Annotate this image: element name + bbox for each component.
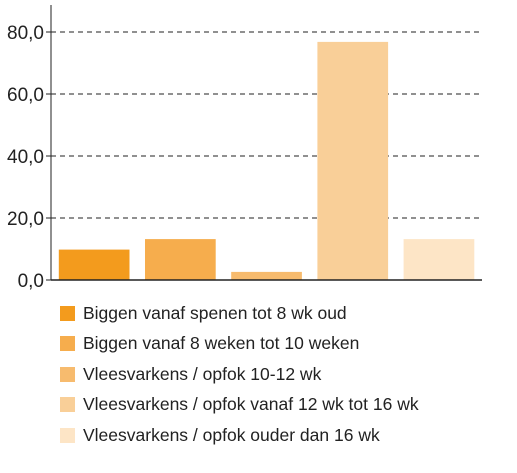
legend-label: Biggen vanaf spenen tot 8 wk oud [83, 302, 347, 323]
bar-3 [231, 271, 302, 280]
legend-item: Vleesvarkens / opfok 10-12 wk [60, 359, 419, 390]
legend-swatch [60, 305, 75, 321]
legend-label: Vleesvarkens / opfok ouder dan 16 wk [83, 424, 380, 445]
y-tick-label: 20,0 [7, 209, 44, 230]
legend-swatch [60, 366, 75, 382]
bar-2 [145, 239, 216, 280]
bar-chart: 0,0 20,0 40,0 60,0 80,0 [7, 5, 482, 290]
legend-label: Vleesvarkens / opfok vanaf 12 wk tot 16 … [83, 394, 419, 415]
y-tick-label: 40,0 [7, 147, 44, 168]
bars [58, 41, 475, 281]
y-tick-label: 80,0 [7, 23, 44, 44]
y-tick-label: 60,0 [7, 85, 44, 106]
y-axis-ticks: 0,0 20,0 40,0 60,0 80,0 [7, 23, 51, 290]
legend-item: Biggen vanaf 8 weken tot 10 weken [60, 329, 419, 360]
legend-item: Vleesvarkens / opfok ouder dan 16 wk [60, 420, 419, 451]
grid-lines [51, 31, 482, 219]
bar-5 [403, 239, 475, 280]
y-tick-label: 0,0 [18, 271, 44, 290]
legend-swatch [60, 336, 75, 352]
bar-4 [317, 41, 389, 281]
legend-item: Biggen vanaf spenen tot 8 wk oud [60, 298, 419, 329]
legend-label: Biggen vanaf 8 weken tot 10 weken [83, 333, 360, 354]
bar-1 [58, 249, 130, 280]
legend-swatch [60, 397, 75, 413]
legend: Biggen vanaf spenen tot 8 wk oud Biggen v… [60, 298, 419, 451]
legend-swatch [60, 427, 75, 443]
legend-item: Vleesvarkens / opfok vanaf 12 wk tot 16 … [60, 390, 419, 421]
legend-label: Vleesvarkens / opfok 10-12 wk [83, 363, 322, 384]
